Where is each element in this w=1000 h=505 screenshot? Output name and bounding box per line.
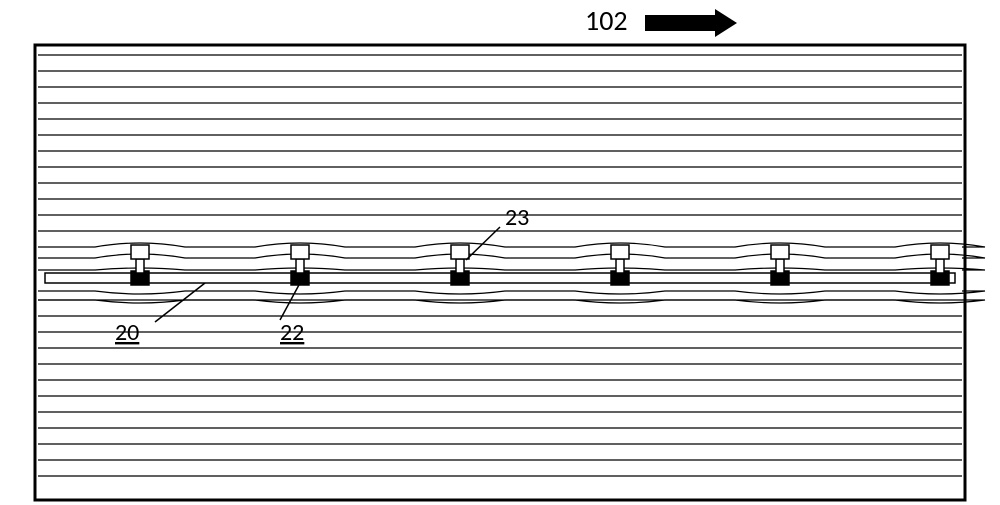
post-cap-23: [451, 245, 469, 259]
callout-23-text: 23: [505, 203, 529, 232]
canvas-bg: [0, 0, 1000, 505]
flow-arrow-shaft: [645, 15, 715, 31]
post-cap-23: [291, 245, 309, 259]
post-shaft: [616, 259, 624, 273]
post-shaft: [776, 259, 784, 273]
post-shaft: [456, 259, 464, 273]
post-shaft: [296, 259, 304, 273]
post-shaft: [936, 259, 944, 273]
post-shaft: [136, 259, 144, 273]
bar-element-20: [45, 273, 955, 283]
label-102: 102: [585, 3, 628, 38]
callout-22-text: 22: [280, 318, 304, 347]
post-cap-23: [771, 245, 789, 259]
post-cap-23: [611, 245, 629, 259]
post-cap-23: [131, 245, 149, 259]
callout-20-text: 20: [115, 318, 139, 347]
post-cap-23: [931, 245, 949, 259]
